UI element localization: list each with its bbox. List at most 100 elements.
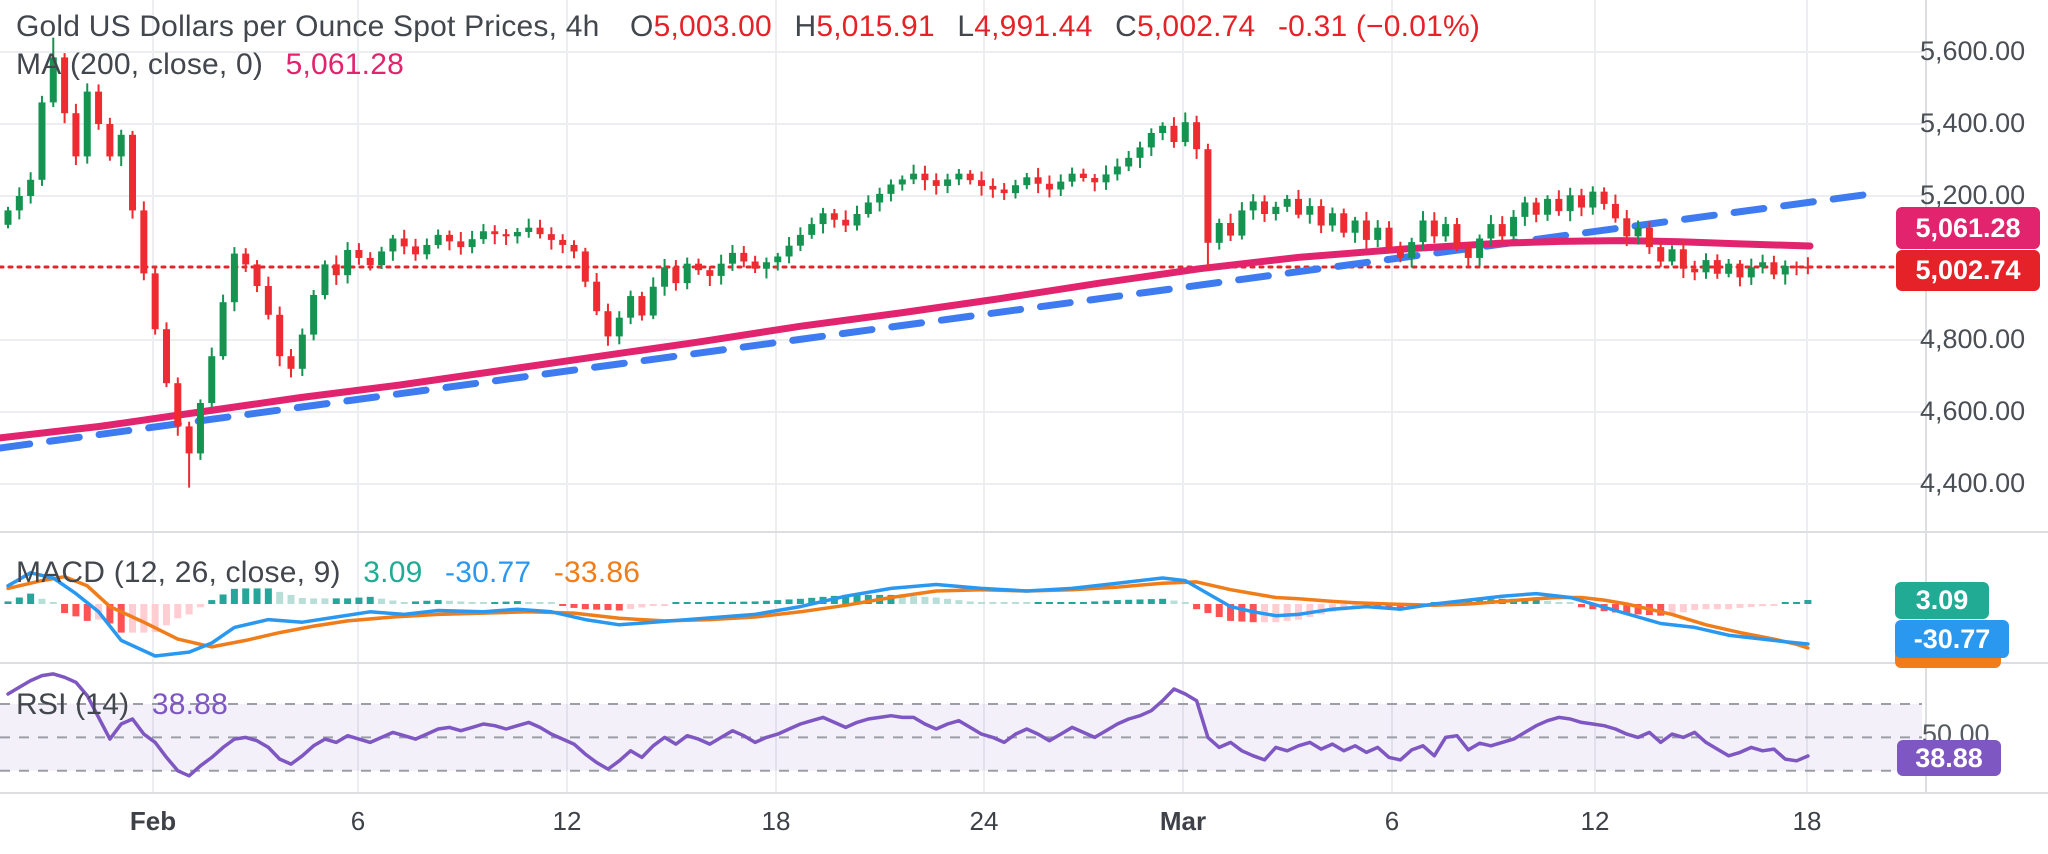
candle-body xyxy=(27,179,35,196)
macd-histogram-bar xyxy=(140,604,148,633)
candle-body xyxy=(1736,263,1744,278)
macd-histogram-bar xyxy=(1736,604,1744,608)
ohlc-close-label: C xyxy=(1115,10,1138,43)
macd-histogram-bar xyxy=(1589,604,1597,610)
candle-body xyxy=(423,244,431,255)
macd-histogram-bar xyxy=(1713,604,1721,610)
macd-histogram-bar xyxy=(174,604,182,619)
macd-histogram-bar xyxy=(842,594,850,604)
candle-body xyxy=(445,234,453,242)
macd-histogram-bar xyxy=(389,600,397,604)
candle-body xyxy=(559,239,567,245)
candle-body xyxy=(1747,267,1755,278)
macd-histogram-bar xyxy=(1011,602,1019,604)
macd-histogram-bar xyxy=(1691,604,1699,611)
macd-histogram-bar xyxy=(887,594,895,604)
candle-body xyxy=(1294,198,1302,215)
candle-body xyxy=(944,179,952,186)
candle-body xyxy=(1351,220,1359,233)
macd-histogram-bar xyxy=(559,604,567,606)
candle-body xyxy=(706,270,714,276)
price-axis-label: 4,600.00 xyxy=(1920,396,2026,426)
candle-body xyxy=(434,234,442,245)
macd-histogram-bar xyxy=(649,604,657,606)
macd-histogram-bar xyxy=(61,604,69,614)
candle-body xyxy=(61,57,69,114)
macd-histogram-bar xyxy=(672,602,680,604)
candle-body xyxy=(1679,249,1687,269)
candle-body xyxy=(1023,177,1031,186)
macd-histogram-bar xyxy=(1544,600,1552,604)
ma-legend-row[interactable]: MA (200, close, 0) 5,061.28 xyxy=(16,48,404,82)
macd-histogram-bar xyxy=(661,604,669,606)
candle-body xyxy=(1430,220,1438,237)
time-axis-label: Feb xyxy=(129,806,177,836)
symbol-legend-row[interactable]: Gold US Dollars per Ounce Spot Prices, 4… xyxy=(16,10,1480,44)
macd-histogram-bar xyxy=(1091,601,1099,604)
macd-histogram-bar xyxy=(219,594,227,604)
candle-body xyxy=(468,239,476,248)
candle-body xyxy=(672,267,680,284)
candle-body xyxy=(762,262,770,269)
candle-body xyxy=(1577,195,1585,208)
macd-histogram-bar xyxy=(1034,602,1042,604)
macd-histogram-bar xyxy=(525,602,533,604)
candle-body xyxy=(1374,227,1382,240)
macd-line-value: -30.77 xyxy=(445,556,532,589)
macd-histogram-bar xyxy=(366,596,374,604)
candle-body xyxy=(219,302,227,357)
candle-body xyxy=(1668,249,1676,262)
macd-histogram-bar xyxy=(49,602,57,604)
candle-body xyxy=(1000,189,1008,194)
macd-hist-badge: 3.09 xyxy=(1895,582,1989,619)
candle-body xyxy=(1419,220,1427,243)
macd-histogram-bar xyxy=(1023,602,1031,604)
candle-body xyxy=(1091,178,1099,183)
candle-body xyxy=(95,91,103,124)
macd-histogram-bar xyxy=(570,604,578,608)
macd-histogram-bar xyxy=(1577,604,1585,608)
macd-histogram-bar xyxy=(1113,600,1121,604)
price-axis-label: 4,800.00 xyxy=(1920,324,2026,354)
macd-histogram-bar xyxy=(1793,602,1801,604)
last-price-badge: 5,002.74 xyxy=(1896,250,2040,291)
candle-body xyxy=(366,257,374,266)
candle-body xyxy=(355,250,363,258)
macd-histogram-bar xyxy=(117,604,125,633)
macd-histogram-bar xyxy=(1057,602,1065,604)
macd-histogram-bar xyxy=(513,601,521,604)
macd-histogram-bar xyxy=(196,604,204,608)
macd-histogram-bar xyxy=(1147,599,1155,604)
macd-histogram-bar xyxy=(276,591,284,604)
macd-histogram-bar xyxy=(162,604,170,626)
macd-histogram-bar xyxy=(355,597,363,604)
candle-body xyxy=(253,264,261,286)
macd-histogram-bar xyxy=(72,604,80,617)
price-axis-label: 5,200.00 xyxy=(1920,180,2026,210)
candle-body xyxy=(15,196,23,211)
candle-body xyxy=(4,210,12,225)
candle-body xyxy=(208,356,216,403)
candle-body xyxy=(1238,210,1246,236)
macd-legend-row[interactable]: MACD (12, 26, close, 9) 3.09 -30.77 -33.… xyxy=(16,556,640,590)
candle-body xyxy=(921,173,929,181)
candle-body xyxy=(1136,147,1144,158)
candle-body xyxy=(174,383,182,427)
macd-histogram-bar xyxy=(762,600,770,604)
candle-body xyxy=(536,227,544,235)
candle-body xyxy=(185,426,193,454)
ma-indicator-params: (200, close, 0) xyxy=(69,48,264,81)
candle-body xyxy=(1362,220,1370,240)
rsi-legend-row[interactable]: RSI (14) 38.88 xyxy=(16,688,228,722)
macd-histogram-bar xyxy=(412,601,420,604)
candle-body xyxy=(1215,223,1223,243)
macd-histogram-bar xyxy=(932,597,940,604)
macd-histogram-bar xyxy=(1068,602,1076,604)
candle-body xyxy=(581,251,589,282)
candle-body xyxy=(1204,149,1212,243)
candle-body xyxy=(1113,166,1121,175)
macd-histogram-bar xyxy=(1159,598,1167,604)
candle-body xyxy=(1713,260,1721,274)
